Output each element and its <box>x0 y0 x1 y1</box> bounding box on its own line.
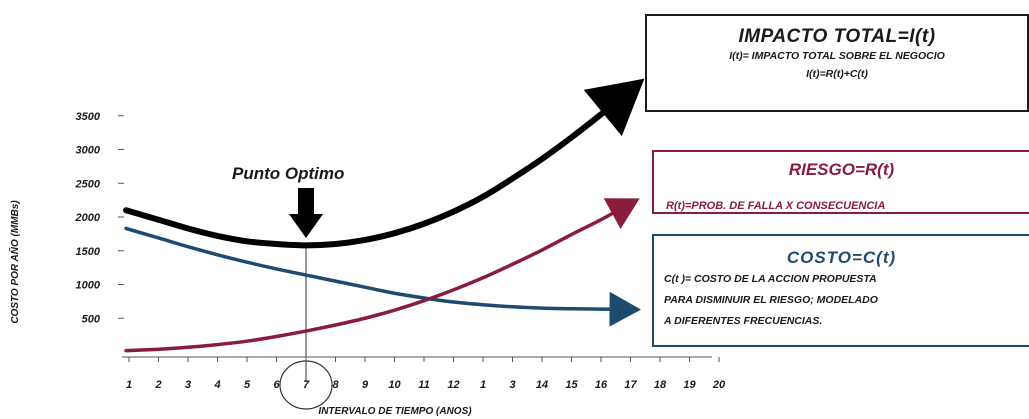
x-tick-label: 9 <box>362 379 369 391</box>
x-tick-label: 17 <box>624 379 637 391</box>
x-tick-label: 20 <box>712 379 726 391</box>
x-tick-label: 11 <box>418 379 429 391</box>
y-tick-label: 500 <box>82 313 101 325</box>
cost-line-3: A DIFERENTES FRECUENCIAS. <box>664 315 823 327</box>
risk-box: RIESGO=R(t) R(t)=PROB. DE FALLA X CONSEC… <box>652 150 1029 214</box>
x-tick-label: 14 <box>536 379 548 391</box>
cost-line-1: C(t )= COSTO DE LA ACCION PROPUESTA <box>664 273 877 285</box>
y-axis-label: COSTO POR AÑO (MMBs) <box>8 200 21 324</box>
optimum-arrow <box>289 188 323 238</box>
risk-title: RIESGO=R(t) <box>788 160 895 179</box>
y-tick-label: 1000 <box>76 280 101 292</box>
impact-line-2: I(t)=R(t)+C(t) <box>806 68 868 80</box>
y-tick-label: 3500 <box>76 111 101 123</box>
series-line-impacto <box>123 78 645 249</box>
x-tick-label: 15 <box>565 379 578 391</box>
x-tick-label: 7 <box>303 379 310 391</box>
y-tick-label: 1500 <box>76 246 101 258</box>
series-line-costo <box>124 226 641 327</box>
x-tick-label: 3 <box>509 379 515 391</box>
y-tick-label: 2000 <box>75 212 101 224</box>
x-tick-label: 16 <box>595 379 608 391</box>
x-tick-label: 1 <box>480 379 486 391</box>
optimum-label: Punto Optimo <box>232 164 345 183</box>
x-tick-label: 12 <box>447 379 459 391</box>
x-tick-label: 19 <box>683 379 696 391</box>
risk-formula: R(t)=PROB. DE FALLA X CONSECUENCIA <box>666 200 886 212</box>
y-tick-label: 2500 <box>75 178 101 190</box>
cost-title: COSTO=C(t) <box>786 248 897 267</box>
x-tick-label: 5 <box>244 379 251 391</box>
x-tick-label: 6 <box>273 379 280 391</box>
impact-line-1: I(t)= IMPACTO TOTAL SOBRE EL NEGOCIO <box>729 50 945 62</box>
x-tick-label: 18 <box>654 379 667 391</box>
impact-box: IMPACTO TOTAL=I(t) I(t)= IMPACTO TOTAL S… <box>645 14 1029 112</box>
series-line-riesgo <box>124 198 640 353</box>
cost-box: COSTO=C(t) C(t )= COSTO DE LA ACCION PRO… <box>652 234 1029 347</box>
x-axis-label: INTERVALO DE TIEMPO (ANOS) <box>318 406 472 417</box>
x-tick-label: 8 <box>332 379 339 391</box>
impact-title: IMPACTO TOTAL=I(t) <box>738 26 936 47</box>
x-tick-label: 4 <box>213 379 220 391</box>
x-tick-label: 1 <box>126 379 132 391</box>
x-tick-label: 3 <box>185 379 191 391</box>
cost-line-2: PARA DISMINUIR EL RIESGO; MODELADO <box>664 294 878 306</box>
x-tick-label: 2 <box>154 379 161 391</box>
y-tick-label: 3000 <box>76 145 101 157</box>
x-tick-label: 10 <box>388 379 401 391</box>
